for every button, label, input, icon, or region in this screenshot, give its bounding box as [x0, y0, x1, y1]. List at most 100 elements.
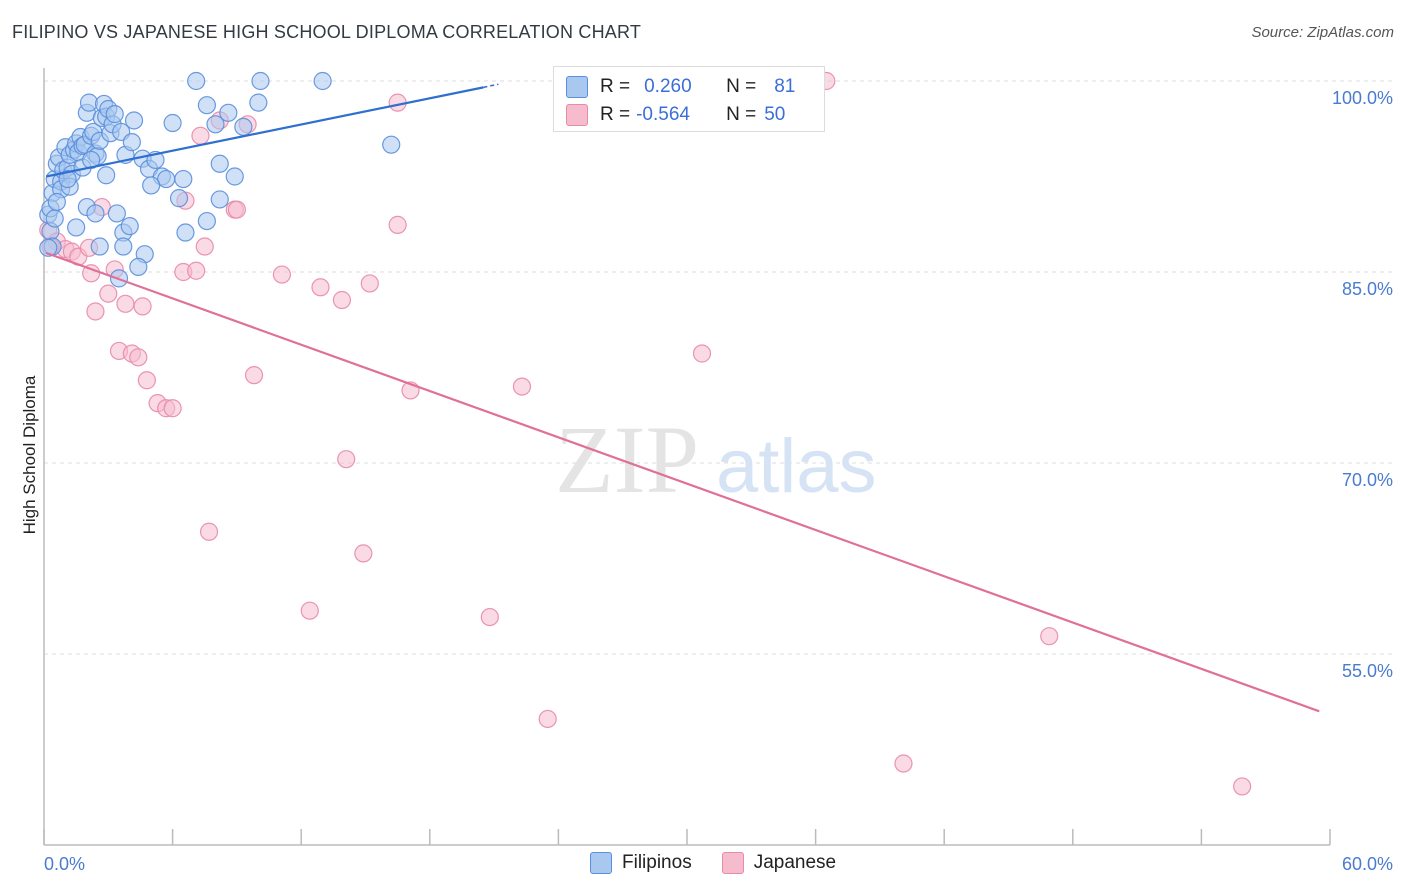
data-point	[332, 290, 352, 310]
data-point	[388, 215, 407, 234]
data-point	[480, 607, 499, 627]
data-point	[195, 237, 214, 256]
data-point	[354, 544, 373, 563]
grid-lines	[44, 80, 1393, 655]
data-point	[538, 709, 557, 729]
data-point	[187, 71, 206, 91]
data-point	[174, 169, 193, 189]
data-point	[894, 754, 913, 773]
data-point	[692, 344, 712, 363]
data-point	[129, 257, 148, 277]
data-point	[105, 105, 124, 124]
data-point	[169, 189, 189, 208]
legend-item-filipinos[interactable]: Filipinos	[590, 852, 692, 874]
data-point	[225, 167, 244, 186]
data-point	[187, 261, 206, 280]
data-point	[79, 93, 99, 112]
x-tick-label-min: 0.0%	[44, 854, 85, 874]
data-point	[227, 200, 246, 219]
filipino-swatch	[566, 76, 588, 98]
data-point	[249, 93, 268, 112]
filipino-points	[39, 71, 401, 288]
filipino-trend-extension	[483, 83, 499, 89]
watermark-zip: ZIP	[555, 406, 699, 513]
data-point	[142, 176, 161, 195]
legend-item-japanese[interactable]: Japanese	[721, 852, 837, 874]
data-point	[90, 237, 109, 256]
japanese-label: Japanese	[753, 852, 837, 873]
data-point	[272, 265, 292, 284]
y-tick-label: 55.0%	[1342, 661, 1393, 681]
japanese-legend-swatch	[721, 852, 744, 874]
y-tick-label: 85.0%	[1342, 279, 1393, 299]
data-point	[1233, 777, 1252, 796]
data-point	[512, 377, 532, 396]
filipino-n-value: 81	[774, 76, 796, 97]
data-point	[176, 223, 195, 242]
y-tick-label: 70.0%	[1342, 470, 1393, 490]
data-point	[337, 450, 356, 469]
data-point	[311, 278, 330, 297]
data-point	[163, 399, 182, 418]
data-point	[67, 218, 86, 237]
data-point	[206, 115, 225, 134]
data-point	[137, 371, 156, 390]
data-point	[99, 284, 118, 303]
y-tick-label: 100.0%	[1332, 88, 1393, 108]
legend-row-japanese: R = -0.564 N = 50	[566, 101, 785, 129]
data-point	[133, 297, 152, 316]
filipinos-label: Filipinos	[622, 852, 692, 873]
stats-legend: R = 0.260 N = 81 R = -0.564 N = 50	[553, 66, 825, 132]
source-label: Source: ZipAtlas.com	[1251, 24, 1394, 41]
data-point	[39, 238, 58, 257]
data-point	[163, 113, 182, 133]
data-point	[210, 154, 229, 173]
trend-lines	[45, 83, 1320, 713]
data-point	[300, 601, 319, 620]
japanese-trend-line	[45, 251, 1320, 713]
series-legend: Filipinos Japanese	[590, 852, 866, 874]
data-point	[58, 169, 77, 189]
data-point	[234, 117, 253, 136]
japanese-swatch	[566, 104, 588, 126]
data-point	[197, 211, 216, 231]
japanese-r-value: -0.564	[636, 104, 690, 125]
data-point	[45, 209, 64, 228]
data-point	[86, 204, 105, 223]
data-point	[122, 133, 141, 152]
filipinos-swatch	[590, 852, 612, 874]
japanese-n-label: N =	[726, 104, 757, 125]
data-point	[120, 217, 139, 236]
data-point	[197, 96, 216, 115]
y-axis-label: High School Diploma	[20, 375, 39, 534]
chart-title: FILIPINO VS JAPANESE HIGH SCHOOL DIPLOMA…	[12, 22, 642, 42]
data-point	[360, 274, 379, 293]
data-point	[116, 294, 135, 313]
data-point	[382, 135, 401, 154]
data-point	[1040, 627, 1059, 646]
axes	[43, 68, 1331, 846]
japanese-r-label: R =	[600, 104, 631, 125]
data-point	[313, 71, 332, 91]
data-point	[129, 348, 148, 367]
data-point	[251, 71, 270, 91]
data-point	[86, 302, 105, 321]
data-point	[124, 111, 144, 130]
watermark-atlas: atlas	[716, 424, 877, 509]
data-point	[107, 204, 126, 223]
data-point	[47, 192, 66, 212]
data-point	[97, 166, 116, 185]
filipino-r-label: R =	[600, 76, 631, 97]
data-point	[191, 126, 210, 145]
x-tick-label-max: 60.0%	[1342, 854, 1393, 874]
tick-labels: 55.0% 70.0% 85.0% 100.0% 0.0% 60.0%	[44, 88, 1393, 874]
legend-row-filipino: R = 0.260 N = 81	[566, 73, 795, 101]
japanese-n-value: 50	[764, 104, 786, 125]
filipino-n-label: N =	[726, 76, 757, 97]
watermark: ZIP atlas	[555, 406, 877, 513]
filipino-r-value: 0.260	[644, 76, 692, 97]
data-point	[210, 190, 229, 209]
data-point	[199, 522, 219, 541]
data-point	[244, 366, 264, 385]
